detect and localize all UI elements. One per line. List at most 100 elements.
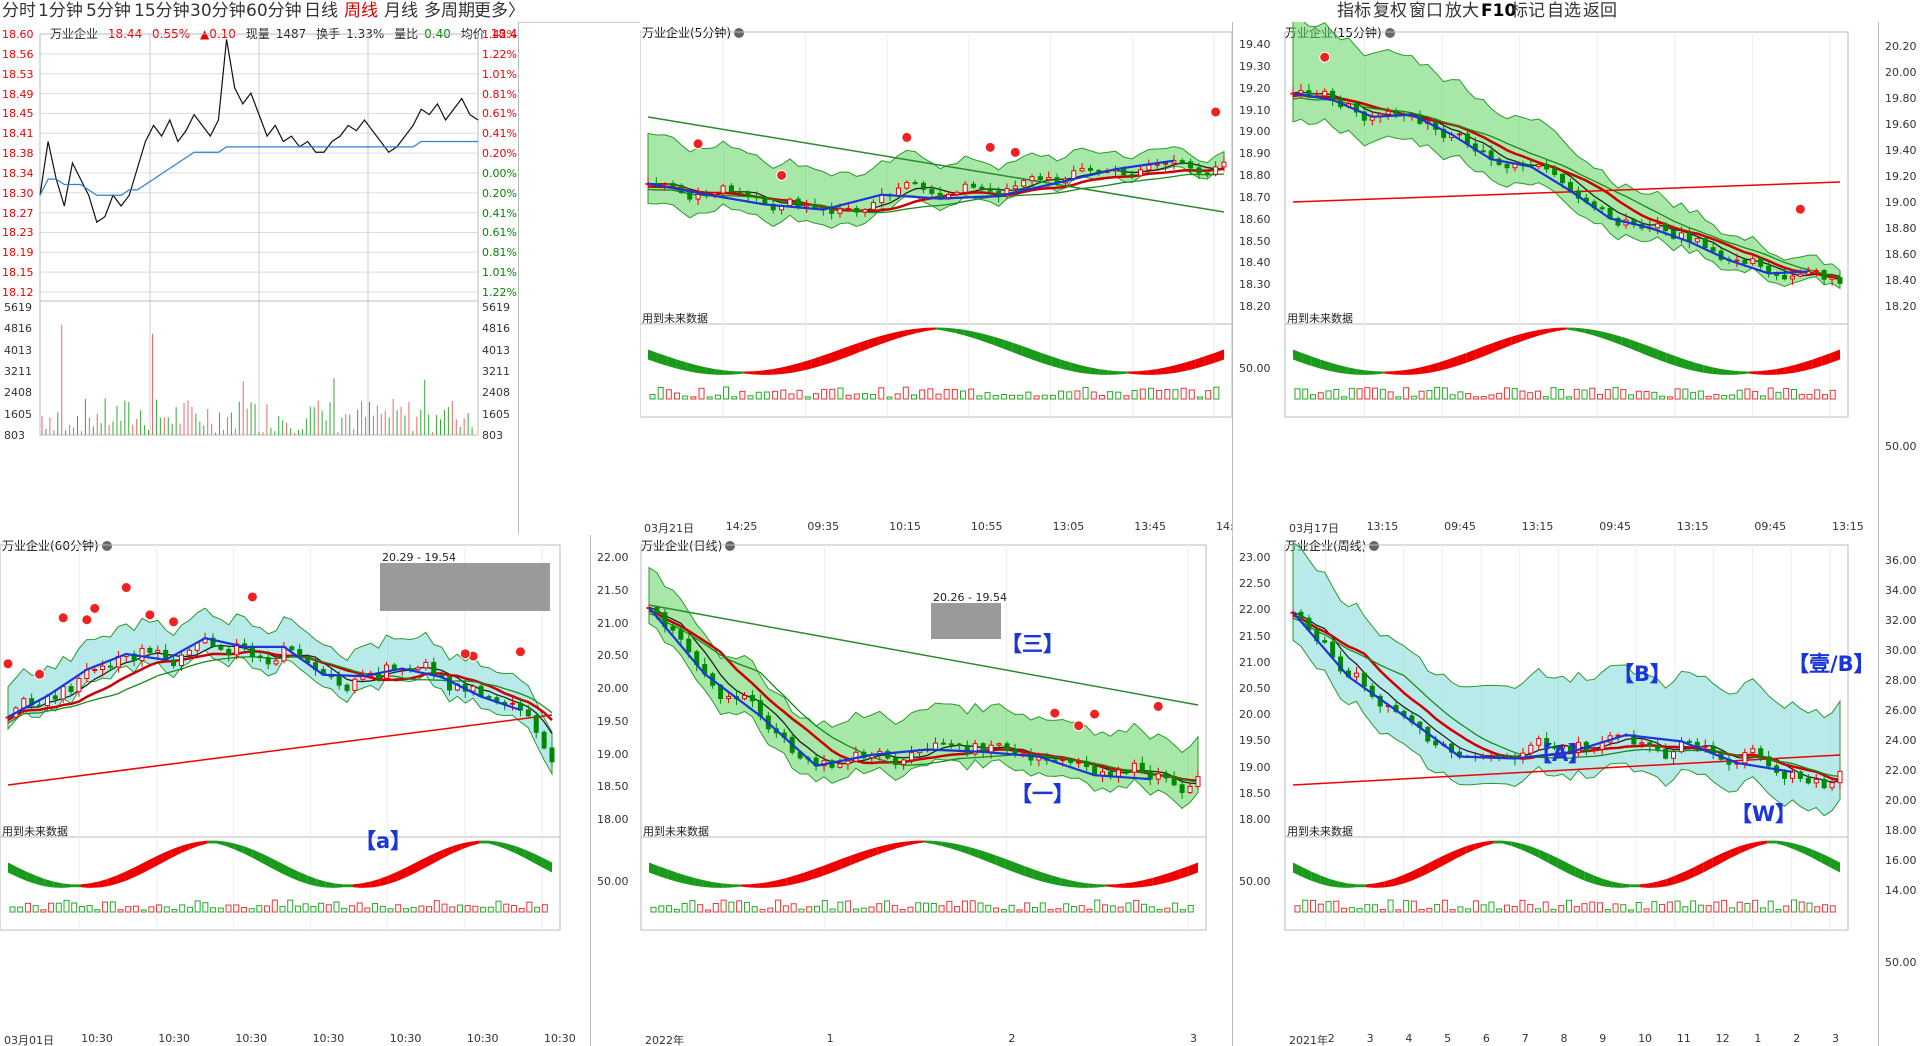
oscillator-tick: 50.00 — [597, 875, 629, 888]
oscillator-segment — [1411, 867, 1421, 881]
tab-intraday[interactable]: 分时 — [2, 1, 36, 21]
histogram-bar — [1434, 903, 1441, 913]
chart-daily[interactable] — [591, 535, 1232, 1046]
watchlist-button[interactable]: 自选 — [1547, 1, 1581, 21]
oscillator-segment — [830, 349, 840, 363]
intraday-chart[interactable] — [0, 22, 518, 534]
future-data-note: 用到未来数据 — [643, 825, 709, 838]
oscillator-segment — [1748, 371, 1758, 375]
oscillator-tick: 50.00 — [1239, 362, 1271, 375]
x-tick: 11 — [1676, 1032, 1691, 1045]
histogram-bar — [1542, 396, 1549, 400]
settings-dot-icon[interactable] — [725, 541, 736, 551]
oscillator-segment — [62, 883, 72, 888]
panel-60min[interactable]: 万业企业(60分钟) 03月01日 10:30 10:30 10:30 10:30 10:… — [0, 535, 591, 1046]
tab-30min[interactable]: 30分钟 — [190, 1, 246, 21]
volume-tick: 2408 — [482, 386, 510, 400]
candle-body — [1393, 110, 1399, 115]
future-data-note: 用到未来数据 — [1287, 825, 1353, 838]
histogram-bar — [1016, 909, 1023, 913]
histogram-bar — [1674, 388, 1681, 400]
tab-multi-period[interactable]: 多周期 — [424, 1, 475, 21]
panel-5min[interactable]: 万业企业(5分钟) 03月21日 14:25 09:35 10:15 10:55 13:0… — [640, 22, 1233, 534]
panel-15min[interactable]: 万业企业(15分钟) 19.4019.3019.2019.1019.0018.9… — [1233, 22, 1878, 534]
histogram-bar — [1364, 904, 1371, 913]
histogram-bar — [739, 390, 746, 400]
x-tick: 10 — [1638, 1032, 1653, 1045]
x-tick: 10:30 — [466, 1032, 499, 1045]
candle-body — [1663, 748, 1669, 759]
chart-5min[interactable] — [640, 22, 1232, 534]
histogram-bar — [1721, 899, 1728, 913]
histogram-bar — [1752, 899, 1759, 913]
histogram-bar — [1434, 386, 1441, 400]
tab-weekly[interactable]: 周线 — [344, 1, 378, 21]
back-button[interactable]: 返回 — [1583, 1, 1617, 21]
histogram-bar — [860, 907, 867, 913]
settings-dot-icon[interactable] — [1384, 28, 1395, 38]
histogram-bar — [868, 906, 875, 913]
histogram-bar — [1550, 908, 1557, 913]
histogram-bar — [1387, 899, 1394, 913]
oscillator-segment — [984, 333, 994, 346]
mark-button[interactable]: 标记 — [1511, 1, 1545, 21]
oscillator-segment — [715, 369, 725, 375]
oscillator-segment — [8, 862, 18, 877]
y-tick: 23.00 — [1239, 551, 1271, 564]
histogram-bar — [1527, 903, 1534, 913]
histogram-bar — [1721, 394, 1728, 400]
candle-body — [470, 685, 476, 692]
right-axis-tick: 19.80 — [1885, 92, 1917, 105]
histogram-bar — [751, 906, 758, 913]
buy-signal-icon — [1049, 707, 1061, 719]
f10-button[interactable]: F10 — [1481, 1, 1517, 21]
tab-daily[interactable]: 日线 — [304, 1, 338, 21]
chart-15min[interactable] — [1233, 22, 1878, 534]
histogram-bar — [510, 905, 517, 913]
oscillator-segment — [896, 841, 906, 849]
settings-dot-icon[interactable] — [734, 28, 744, 38]
tab-60min[interactable]: 60分钟 — [246, 1, 302, 21]
tab-15min[interactable]: 15分钟 — [134, 1, 190, 21]
x-tick: 9 — [1599, 1032, 1607, 1045]
candle-body — [1385, 110, 1391, 115]
indicator-button[interactable]: 指标 — [1337, 1, 1371, 21]
x-tick: 3 — [1832, 1032, 1839, 1045]
histogram-bar — [1480, 904, 1487, 913]
histogram-bar — [1767, 900, 1774, 913]
histogram-bar — [1000, 393, 1007, 400]
oscillator-segment — [1176, 362, 1186, 373]
tab-5min[interactable]: 5分钟 — [86, 1, 131, 21]
tab-more[interactable]: 更多〉 — [474, 1, 525, 21]
oscillator-segment — [1466, 349, 1476, 363]
histogram-bar — [1180, 387, 1187, 400]
settings-dot-icon[interactable] — [1369, 541, 1380, 551]
panel-weekly[interactable]: 万业企业(周线) 23.00 22.50 22.00 21.50 21.00 20.50 2… — [1233, 535, 1878, 1046]
window-button[interactable]: 窗口 — [1409, 1, 1443, 21]
adjust-button[interactable]: 复权 — [1373, 1, 1407, 21]
histogram-bar — [1333, 900, 1340, 913]
histogram-bar — [1074, 390, 1081, 400]
oscillator-segment — [533, 853, 543, 868]
resistance-zone — [380, 563, 550, 611]
zoom-button[interactable]: 放大 — [1445, 1, 1479, 21]
y-tick: 22.00 — [1239, 603, 1271, 617]
oscillator-segment — [434, 849, 444, 863]
candle-body — [837, 763, 843, 768]
candle-body — [210, 637, 216, 647]
panel-daily-title: 万业企业(日线) — [641, 537, 736, 554]
oscillator-segment — [1133, 880, 1144, 888]
histogram-bar — [743, 901, 750, 913]
tab-monthly[interactable]: 月线 — [384, 1, 418, 21]
histogram-bar — [915, 902, 922, 913]
panel-daily[interactable]: 万业企业(日线) 22.00 21.50 21.00 20.50 20.00 19.50 1… — [591, 535, 1233, 1046]
chart-60min[interactable] — [0, 535, 590, 1046]
pct-tick: 0.81% — [482, 87, 517, 101]
volume-tick: 803 — [482, 429, 503, 442]
chart-weekly[interactable] — [1233, 535, 1878, 1046]
settings-dot-icon[interactable] — [101, 541, 112, 551]
x-tick: 2 — [1008, 1032, 1016, 1045]
y-tick: 18.60 — [1239, 212, 1271, 226]
tab-1min[interactable]: 1分钟 — [38, 1, 83, 21]
histogram-bar — [1372, 387, 1379, 400]
